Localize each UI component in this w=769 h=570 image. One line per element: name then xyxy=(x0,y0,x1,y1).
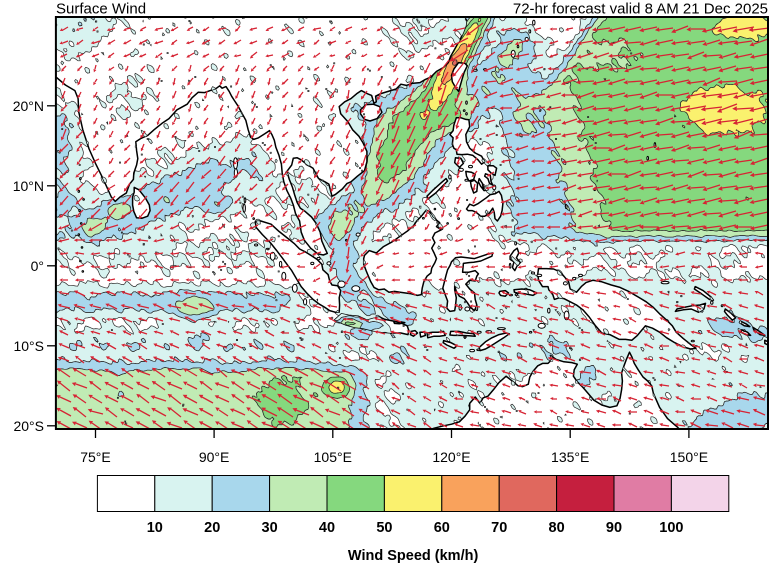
svg-text:135°E: 135°E xyxy=(551,449,589,465)
svg-text:72-hr forecast valid 8 AM 21 D: 72-hr forecast valid 8 AM 21 Dec 2025 xyxy=(513,1,768,18)
svg-text:20°N: 20°N xyxy=(13,98,44,114)
svg-text:Wind Speed (km/h): Wind Speed (km/h) xyxy=(348,548,479,564)
svg-text:75°E: 75°E xyxy=(80,449,111,465)
svg-text:80: 80 xyxy=(549,520,565,536)
svg-text:90: 90 xyxy=(606,520,622,536)
svg-text:70: 70 xyxy=(491,520,507,536)
svg-text:0°: 0° xyxy=(31,258,44,274)
svg-text:10°N: 10°N xyxy=(13,178,44,194)
svg-text:10°S: 10°S xyxy=(13,338,44,354)
svg-text:100: 100 xyxy=(659,520,683,536)
svg-text:Surface Wind: Surface Wind xyxy=(56,1,146,18)
svg-text:30: 30 xyxy=(262,520,278,536)
svg-text:50: 50 xyxy=(376,520,392,536)
svg-text:60: 60 xyxy=(434,520,450,536)
svg-text:90°E: 90°E xyxy=(199,449,230,465)
svg-text:40: 40 xyxy=(319,520,335,536)
svg-text:120°E: 120°E xyxy=(432,449,470,465)
svg-text:20°S: 20°S xyxy=(13,418,44,434)
svg-text:10: 10 xyxy=(147,520,163,536)
svg-text:105°E: 105°E xyxy=(314,449,352,465)
svg-text:150°E: 150°E xyxy=(670,449,708,465)
svg-text:20: 20 xyxy=(204,520,220,536)
